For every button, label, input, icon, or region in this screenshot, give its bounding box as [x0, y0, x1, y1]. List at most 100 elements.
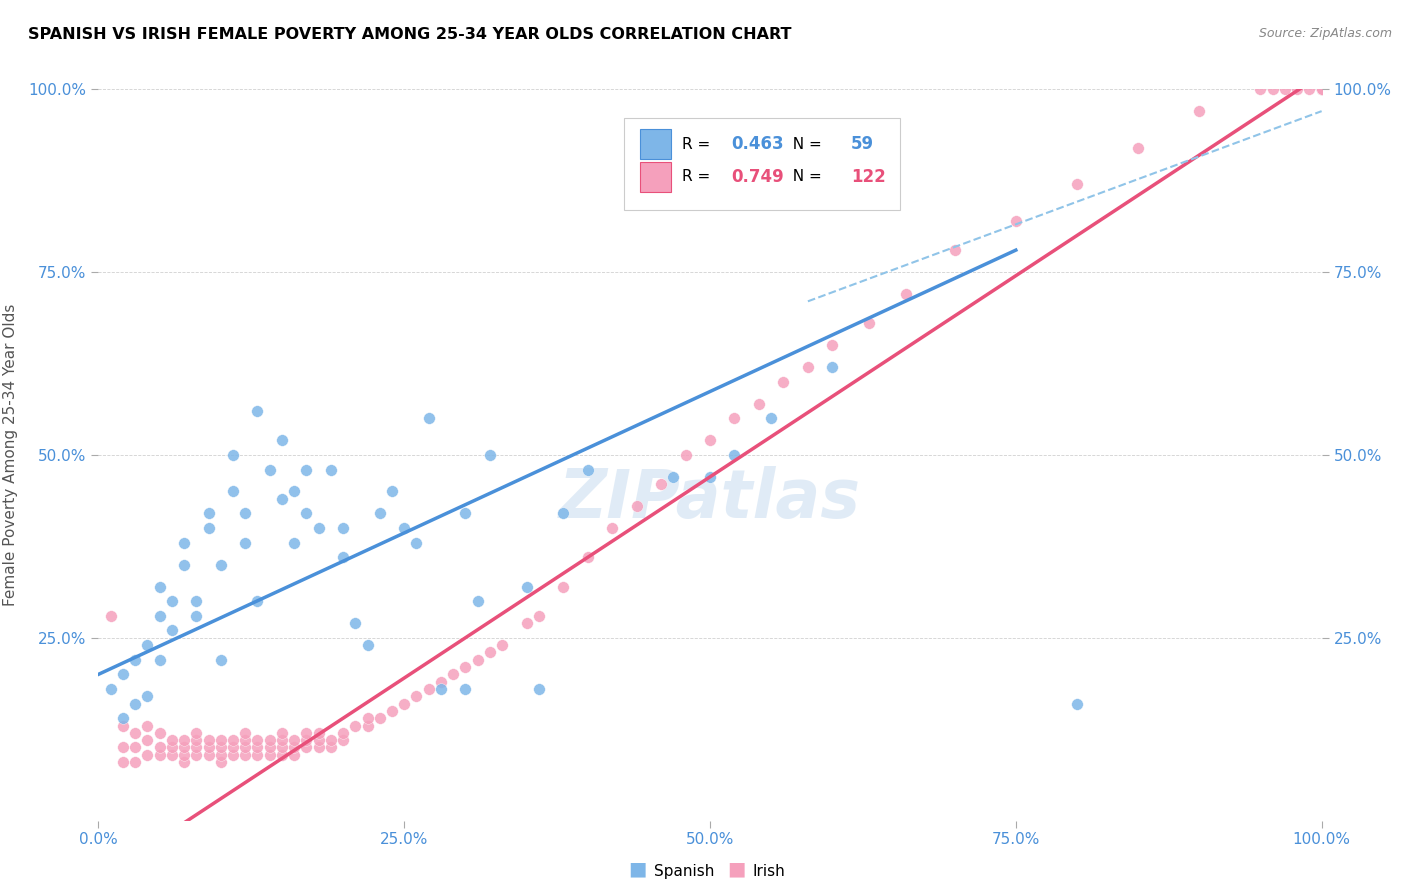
Point — [1274, 82, 1296, 96]
Point — [270, 747, 294, 762]
Point — [308, 726, 330, 740]
Point — [233, 535, 256, 549]
Point — [1310, 82, 1333, 96]
Point — [1310, 82, 1333, 96]
Point — [283, 535, 305, 549]
Point — [308, 733, 330, 747]
Point — [1310, 82, 1333, 96]
Point — [368, 507, 391, 521]
Point — [246, 404, 269, 418]
Point — [1310, 82, 1333, 96]
Text: R =: R = — [682, 169, 716, 185]
Point — [723, 411, 745, 425]
Point — [1310, 82, 1333, 96]
Point — [344, 718, 367, 732]
Point — [295, 507, 318, 521]
Point — [295, 726, 318, 740]
Point — [392, 521, 416, 535]
Text: 0.463: 0.463 — [731, 135, 783, 153]
Point — [259, 733, 281, 747]
Point — [332, 726, 354, 740]
Point — [233, 747, 256, 762]
Point — [1286, 82, 1309, 96]
Point — [894, 287, 917, 301]
Point — [761, 411, 783, 425]
Point — [1310, 82, 1333, 96]
Point — [454, 681, 477, 696]
Point — [246, 740, 269, 755]
Text: Spanish: Spanish — [654, 863, 714, 879]
Bar — [640, 162, 671, 192]
Point — [308, 521, 330, 535]
Point — [368, 711, 391, 725]
Text: 59: 59 — [851, 135, 873, 153]
Point — [418, 411, 440, 425]
Point — [136, 733, 159, 747]
Point — [381, 484, 404, 499]
Point — [149, 653, 172, 667]
Point — [270, 491, 294, 506]
Point — [699, 434, 721, 448]
Point — [650, 477, 672, 491]
Point — [1310, 82, 1333, 96]
Point — [1310, 82, 1333, 96]
Point — [186, 740, 208, 755]
Point — [295, 733, 318, 747]
Point — [173, 740, 195, 755]
Point — [821, 360, 844, 375]
Point — [392, 697, 416, 711]
Point — [136, 638, 159, 652]
Point — [1310, 82, 1333, 96]
Point — [1128, 141, 1150, 155]
Point — [283, 740, 305, 755]
Point — [124, 755, 146, 769]
Point — [1310, 82, 1333, 96]
Point — [1310, 82, 1333, 96]
Point — [160, 624, 183, 638]
Text: SPANISH VS IRISH FEMALE POVERTY AMONG 25-34 YEAR OLDS CORRELATION CHART: SPANISH VS IRISH FEMALE POVERTY AMONG 25… — [28, 27, 792, 42]
Point — [858, 316, 880, 330]
Point — [418, 681, 440, 696]
Point — [259, 747, 281, 762]
Y-axis label: Female Poverty Among 25-34 Year Olds: Female Poverty Among 25-34 Year Olds — [3, 304, 17, 606]
Point — [124, 726, 146, 740]
Point — [136, 747, 159, 762]
Point — [1310, 82, 1333, 96]
Point — [111, 718, 134, 732]
Point — [748, 397, 770, 411]
Point — [173, 535, 195, 549]
Point — [160, 594, 183, 608]
Point — [344, 616, 367, 631]
Point — [209, 740, 232, 755]
Point — [197, 747, 219, 762]
Point — [246, 733, 269, 747]
Point — [270, 726, 294, 740]
Point — [515, 616, 537, 631]
Point — [186, 594, 208, 608]
Point — [173, 558, 195, 572]
Point — [197, 507, 219, 521]
Point — [319, 733, 342, 747]
Point — [124, 653, 146, 667]
Point — [527, 681, 550, 696]
Point — [283, 733, 305, 747]
Point — [1066, 178, 1088, 192]
Point — [356, 638, 378, 652]
Point — [100, 608, 122, 623]
Point — [454, 507, 477, 521]
Point — [478, 645, 501, 659]
Point — [173, 733, 195, 747]
Point — [1261, 82, 1284, 96]
Point — [222, 740, 245, 755]
Point — [111, 667, 134, 681]
Point — [295, 740, 318, 755]
Point — [515, 580, 537, 594]
Point — [600, 521, 623, 535]
Point — [553, 580, 575, 594]
Point — [1310, 82, 1333, 96]
Point — [222, 448, 245, 462]
Point — [173, 747, 195, 762]
Point — [209, 747, 232, 762]
Point — [441, 667, 464, 681]
Text: 122: 122 — [851, 168, 886, 186]
